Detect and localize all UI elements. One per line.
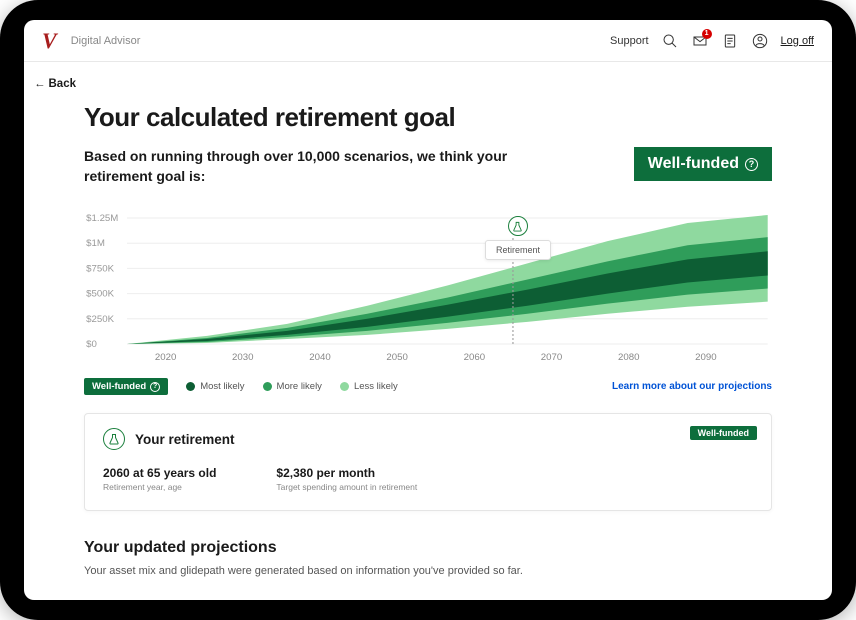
svg-text:$1.25M: $1.25M (86, 214, 118, 223)
status-badge: Well-funded ? (634, 147, 772, 181)
svg-text:2050: 2050 (386, 352, 408, 362)
legend-status-pill: Well-funded ? (84, 378, 168, 395)
logoff-link[interactable]: Log off (781, 35, 814, 47)
card-title: Your retirement (135, 432, 235, 447)
svg-text:2030: 2030 (232, 352, 254, 362)
spending-col: $2,380 per month Target spending amount … (276, 466, 417, 492)
topbar-right: Support 1 Log off (610, 32, 814, 50)
back-label: Back (49, 78, 77, 90)
legend-label: Most likely (200, 381, 244, 392)
screen: V Digital Advisor Support 1 Log off (24, 20, 832, 600)
back-arrow-icon: ← (34, 78, 46, 90)
info-icon[interactable]: ? (745, 158, 758, 171)
tablet-frame: V Digital Advisor Support 1 Log off (0, 0, 856, 620)
svg-text:$500K: $500K (86, 289, 115, 299)
spending-value: $2,380 per month (276, 466, 417, 480)
svg-text:2020: 2020 (155, 352, 177, 362)
projections-title: Your updated projections (84, 539, 772, 557)
document-icon[interactable] (721, 32, 739, 50)
svg-text:2040: 2040 (309, 352, 331, 362)
svg-text:$250K: $250K (86, 314, 115, 324)
content: ← Back Your calculated retirement goal B… (24, 62, 832, 600)
legend-row: Well-funded ? Most likely More likely Less… (84, 378, 772, 395)
topbar: V Digital Advisor Support 1 Log off (24, 20, 832, 62)
legend-item: More likely (263, 381, 322, 392)
retirement-card: Well-funded Your retirement 2060 at 65 y… (84, 413, 772, 511)
card-status-badge: Well-funded (690, 426, 757, 440)
spending-sub: Target spending amount in retirement (276, 482, 417, 492)
brand-subtitle: Digital Advisor (71, 35, 141, 47)
fan-chart: $1.25M $1M $750K $500K $250K $0 2020 2030 2040 20… (84, 214, 772, 364)
back-link[interactable]: ← Back (34, 78, 76, 90)
legend-dot (263, 382, 272, 391)
svg-text:2060: 2060 (464, 352, 486, 362)
retirement-year-value: 2060 at 65 years old (103, 466, 216, 480)
learn-more-link[interactable]: Learn more about our projections (612, 381, 772, 392)
projections-body: Your asset mix and glidepath were genera… (84, 565, 772, 577)
subtitle-row: Based on running through over 10,000 sce… (84, 147, 772, 186)
legend-pill-label: Well-funded (92, 381, 146, 392)
svg-text:2090: 2090 (695, 352, 717, 362)
svg-text:2080: 2080 (618, 352, 640, 362)
page-title: Your calculated retirement goal (84, 102, 772, 133)
messages-icon[interactable]: 1 (691, 32, 709, 50)
legend-dot (186, 382, 195, 391)
svg-text:$750K: $750K (86, 264, 115, 274)
legend-label: Less likely (354, 381, 398, 392)
beaker-icon (103, 428, 125, 450)
legend-item: Less likely (340, 381, 398, 392)
profile-icon[interactable] (751, 32, 769, 50)
subtitle: Based on running through over 10,000 sce… (84, 147, 524, 186)
svg-text:$0: $0 (86, 339, 97, 349)
retirement-year-sub: Retirement year, age (103, 482, 216, 492)
card-header: Your retirement (103, 428, 753, 450)
retirement-year-col: 2060 at 65 years old Retirement year, ag… (103, 466, 216, 492)
card-columns: 2060 at 65 years old Retirement year, ag… (103, 466, 753, 492)
legend-label: More likely (277, 381, 322, 392)
search-icon[interactable] (661, 32, 679, 50)
svg-text:2070: 2070 (541, 352, 563, 362)
svg-text:$1M: $1M (86, 239, 105, 249)
notification-badge: 1 (702, 29, 712, 39)
legend-dot (340, 382, 349, 391)
support-link[interactable]: Support (610, 35, 649, 47)
info-icon-small[interactable]: ? (150, 382, 160, 392)
brand-logo[interactable]: V (42, 28, 57, 54)
legend-item: Most likely (186, 381, 244, 392)
status-badge-label: Well-funded (648, 155, 739, 173)
